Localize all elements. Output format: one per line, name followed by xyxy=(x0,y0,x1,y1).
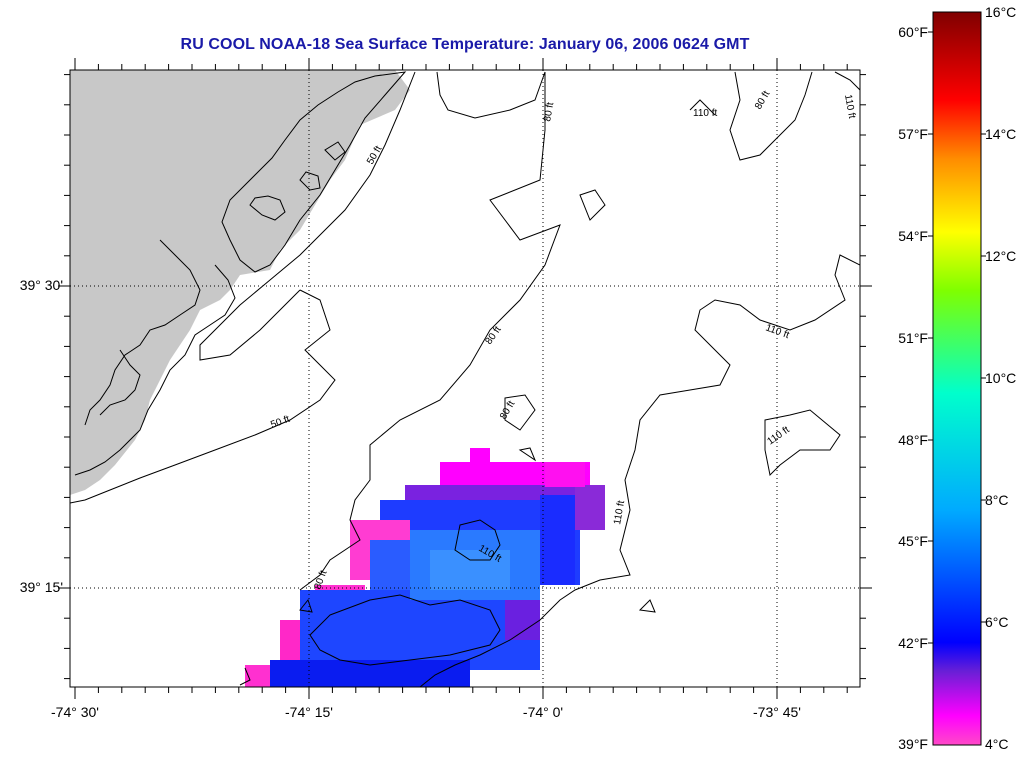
colorbar-label-c: 16°C xyxy=(985,4,1017,20)
x-tick-label: -74° 15' xyxy=(285,704,333,720)
map-title: RU COOL NOAA-18 Sea Surface Temperature:… xyxy=(180,36,750,53)
colorbar-label-f: 60°F xyxy=(898,24,928,40)
colorbar-label-f: 42°F xyxy=(898,635,928,651)
x-tick-label: -74° 30' xyxy=(51,704,99,720)
contour-label-110ft: 110 ft xyxy=(693,108,717,119)
x-tick-label: -74° 0' xyxy=(522,704,564,720)
colorbar-label-c: 14°C xyxy=(985,126,1017,142)
colorbar xyxy=(932,11,982,746)
contour-label-80ft: 80 ft xyxy=(542,101,556,122)
colorbar-label-f: 45°F xyxy=(898,533,928,549)
colorbar-label-f: 57°F xyxy=(898,126,928,142)
land-mass xyxy=(70,70,410,495)
land-coast xyxy=(221,71,407,273)
axis-ticks xyxy=(58,58,872,699)
colorbar-label-c: 10°C xyxy=(985,370,1017,386)
colorbar-label-f: 54°F xyxy=(898,228,928,244)
colorbar-ticks xyxy=(928,31,986,644)
graticule xyxy=(70,70,860,687)
colorbar-label-f: 39°F xyxy=(898,736,928,752)
contour-label-110ft: 110 ft xyxy=(612,499,627,525)
y-tick-label: 39° 15' xyxy=(19,579,63,595)
x-tick-label: -73° 45' xyxy=(753,704,801,720)
colorbar-label-f: 48°F xyxy=(898,432,928,448)
colorbar-label-c: 8°C xyxy=(985,492,1009,508)
colorbar-label-c: 6°C xyxy=(985,614,1009,630)
y-tick-label: 39° 30' xyxy=(19,277,63,293)
colorbar-label-f: 51°F xyxy=(898,330,928,346)
colorbar-label-c: 4°C xyxy=(985,736,1009,752)
colorbar-label-c: 12°C xyxy=(985,248,1017,264)
depth-contours xyxy=(70,71,860,687)
contour-label-110ft: 110 ft xyxy=(842,94,857,120)
